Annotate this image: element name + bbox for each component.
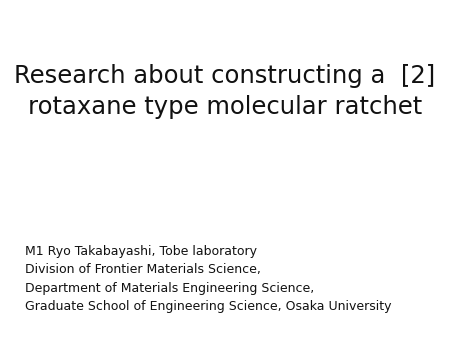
Text: M1 Ryo Takabayashi, Tobe laboratory
Division of Frontier Materials Science,
Depa: M1 Ryo Takabayashi, Tobe laboratory Divi…: [25, 245, 391, 313]
Text: Research about constructing a  [2]
rotaxane type molecular ratchet: Research about constructing a [2] rotaxa…: [14, 64, 436, 119]
